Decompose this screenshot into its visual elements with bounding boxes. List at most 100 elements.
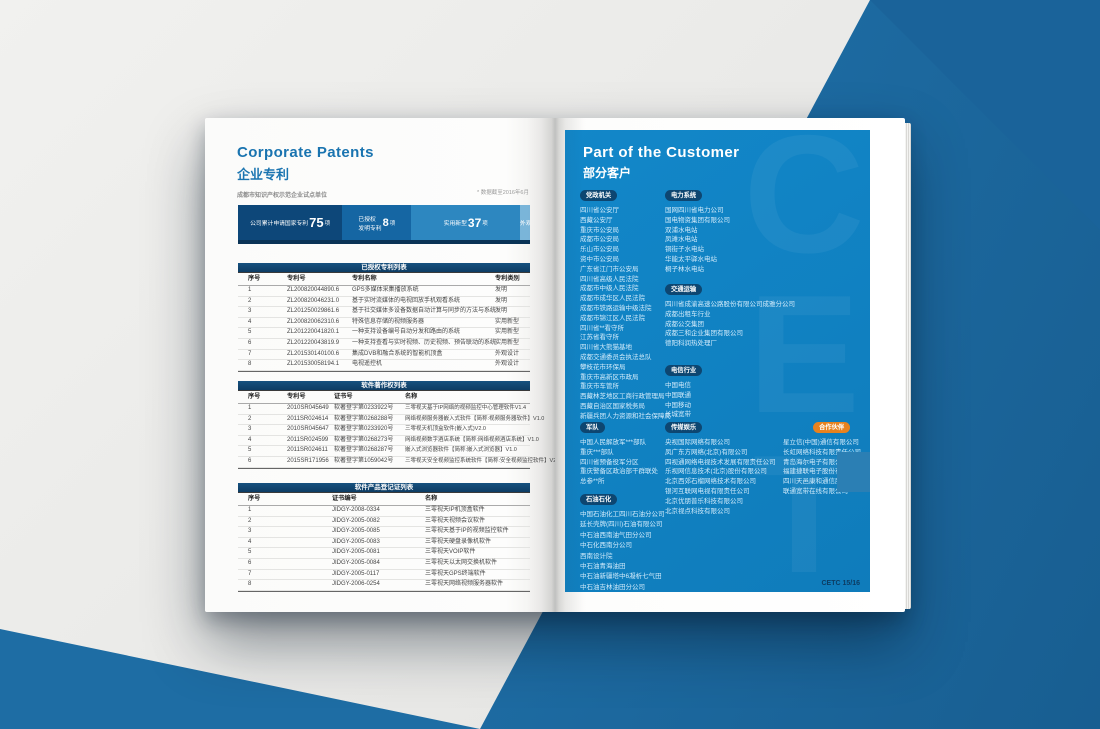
table-row: 6 2015SR171956 软著登字第1059042号 三零视天安全视频监控系… xyxy=(238,457,561,468)
cell-patent-no: ZL200820044890.6 xyxy=(287,287,340,293)
section-badge: 传媒娱乐 xyxy=(665,422,703,433)
list-item: 中石油吉林油田分公司 xyxy=(580,583,645,591)
table-row: 1 2010SR045649 软著登字第0233922号 三零视天基于IP网络的… xyxy=(238,404,530,415)
page-title-zh: 企业专利 xyxy=(237,167,290,182)
cell-cert-no: JIDGY-2006-0254 xyxy=(332,581,380,588)
table-row: 2 ZL200820046231.0 基于实时流媒体的电视回放手机观看系统 发明 xyxy=(238,297,530,308)
cell-software-name: 三零视天GPS终端软件 xyxy=(425,570,486,577)
cell-index: 3 xyxy=(248,528,252,535)
cell-index: 4 xyxy=(248,436,252,443)
list-item: 成都公交集团 xyxy=(665,320,704,328)
cell-index: 6 xyxy=(248,457,252,464)
customer-list: 央视国际网络有限公司 凤广东方网络(北京)有限公司 四视通网络电视技术发展有限责任公… xyxy=(665,438,776,516)
table-row: 8 JIDGY-2006-0254 三零视天网络视频服务器软件 xyxy=(238,580,530,591)
stat-value: 8 xyxy=(382,216,389,229)
table-title: 已授权专利列表 xyxy=(238,263,530,272)
list-item: 成都市铁路运输中级法院 xyxy=(580,304,652,312)
cell-index: 1 xyxy=(248,405,252,411)
cell-software-name: 三零视天基于IP的视频监控软件 xyxy=(425,528,509,535)
col-header: 名称 xyxy=(405,393,418,400)
list-item: 四川省高级人民法院 xyxy=(580,275,639,283)
cell-registration-no: 2010SR045647 xyxy=(287,426,329,433)
customer-section-partners: 合作伙伴 星立信(中国)通信有限公司 长虹网络科技有限责任公司 青岛海尔电子有限公司… xyxy=(783,416,870,497)
cell-index: 5 xyxy=(248,447,252,454)
section-badge: 交通运输 xyxy=(665,284,703,295)
cell-index: 3 xyxy=(248,426,252,433)
list-item: 延长壳牌(四川)石油有限公司 xyxy=(580,521,663,529)
stats-bar-shadow xyxy=(238,240,530,244)
list-item: 中国移动 xyxy=(665,401,691,409)
col-header: 序号 xyxy=(248,495,261,502)
left-page: Corporate Patents 企业专利 成都市知识产权示范企业试点单位 *… xyxy=(205,118,561,612)
cell-index: 1 xyxy=(248,287,252,293)
table-row: 5 ZL201220041820.1 一种支持设备编号自动分发和路由的系统 实用… xyxy=(238,328,530,339)
cell-cert-no: 软著登字第0268287号 xyxy=(334,447,394,454)
stat-label: 已授权 xyxy=(358,216,376,223)
customer-section-media: 传媒娱乐 央视国际网络有限公司 凤广东方网络(北京)有限公司 四视通网络电视技术发展… xyxy=(665,416,776,516)
customer-list: 星立信(中国)通信有限公司 长虹网络科技有限责任公司 青岛海尔电子有限公司 福建捷联电… xyxy=(783,438,870,497)
customer-list: 中国人民解放军***部队 重庆***部队 四川省预备役军分区 重庆警备区政治部干群联处… xyxy=(580,438,658,487)
list-item: 西藏林芝地区工商行政管理局 xyxy=(580,393,665,401)
footer-page-number: CETC 15/16 xyxy=(821,580,860,587)
cell-software-name: 嵌入式浏览器软件【简称:嵌入式浏览器】V1.0 xyxy=(405,447,517,454)
list-item: 长城宽带 xyxy=(665,411,691,419)
list-item: 北京西郊石榴网络技术有限公司 xyxy=(665,478,756,486)
col-header: 序号 xyxy=(248,393,261,400)
software-copyright-table: 软件著作权列表 序号 专利号 证书号 名称 1 2010SR045649 软著登… xyxy=(238,381,561,469)
list-item: 铜街子水电站 xyxy=(665,246,704,254)
cell-cert-no: 软著登字第0233922号 xyxy=(334,405,394,411)
stat-unit: 项 xyxy=(324,220,331,227)
list-item: 乐视网信息技术(北京)股份有限公司 xyxy=(665,468,767,476)
table-row: 7 JIDGY-2005-0117 三零视天GPS终端软件 xyxy=(238,570,530,581)
table-body: 1 2010SR045649 软著登字第0233922号 三零视天基于IP网络的… xyxy=(238,404,561,469)
watermark-letters: CETC xyxy=(710,130,870,592)
cell-patent-type: 发明 xyxy=(495,287,508,293)
list-item: 成都市中级人民法院 xyxy=(580,285,639,293)
cell-index: 8 xyxy=(248,581,252,588)
cell-software-name: 网络视频服务器嵌入式软件【简称:视频服务器软件】V1.0 xyxy=(405,415,545,422)
cell-index: 3 xyxy=(248,308,252,315)
list-item: 江苏省看守所 xyxy=(580,334,619,342)
data-cutoff-note: * 数据截至2016年6月 xyxy=(477,190,529,196)
cell-patent-no: ZL200820046231.0 xyxy=(287,297,340,304)
cell-software-name: 三零视天视频会议软件 xyxy=(425,517,486,524)
stat-label: 发明专利 xyxy=(358,225,382,232)
customer-section-army: 军队 中国人民解放军***部队 重庆***部队 四川省预备役军分区 重庆警备区政治部干… xyxy=(580,416,658,487)
list-item: 凤滩水电站 xyxy=(665,236,698,244)
cell-cert-no: 软著登字第0268273号 xyxy=(334,436,394,443)
cell-patent-type: 外观设计 xyxy=(495,350,520,357)
table-row: 1 JIDGY-2008-0334 三零视天IP机顶盒软件 xyxy=(238,506,530,517)
cell-index: 7 xyxy=(248,350,252,357)
stat-segment-design: 外观 5 项 xyxy=(520,205,530,240)
cell-cert-no: JIDGY-2005-0117 xyxy=(332,570,380,577)
customer-section-telecom: 电信行业 中国电信 中国联通 中国移动 长城宽带 xyxy=(665,359,703,420)
section-badge: 石油石化 xyxy=(580,494,618,505)
cell-software-name: 三零视天基于IP网络的视频监控中心管理软件V1.4 xyxy=(405,405,527,411)
cell-patent-name: 基于实时流媒体的电视回放手机观看系统 xyxy=(352,297,461,304)
cell-patent-no: ZL201530140100.6 xyxy=(287,350,340,357)
cell-patent-type: 实用新型 xyxy=(495,339,520,346)
customers-panel: CETC Part of the Customer 部分客户 党政机关 四川省公… xyxy=(565,130,870,592)
ribbon-decoration xyxy=(837,452,870,492)
stat-value: 75 xyxy=(309,215,324,230)
brochure-spread: Corporate Patents 企业专利 成都市知识产权示范企业试点单位 *… xyxy=(205,118,911,612)
stat-unit: 项 xyxy=(482,220,488,227)
list-item: 北京优朋普乐科技有限公司 xyxy=(665,497,743,505)
cell-registration-no: 2011SR024614 xyxy=(287,415,329,422)
table-row: 5 2011SR024611 软著登字第0268287号 嵌入式浏览器软件【简称… xyxy=(238,446,530,457)
list-item: 央视国际网络有限公司 xyxy=(665,439,730,446)
list-item: 重庆市高新区市政局 xyxy=(580,373,639,381)
cell-registration-no: 2015SR171956 xyxy=(287,457,329,464)
col-header: 序号 xyxy=(248,275,261,282)
customer-section-transport: 交通运输 四川省成渝高速公路股份有限公司成雅分公司 成都出租车行业 成都公交集团 成都… xyxy=(665,278,795,349)
granted-patents-table: 已授权专利列表 序号 专利号 专利名称 专利类别 1 ZL20082004489… xyxy=(238,263,530,372)
cell-cert-no: JIDGY-2005-0084 xyxy=(332,559,380,566)
cell-index: 2 xyxy=(248,517,252,524)
cell-cert-no: 软著登字第1059042号 xyxy=(334,457,394,464)
section-badge: 军队 xyxy=(580,422,605,433)
customer-section-power: 电力系统 国网四川省电力公司 国电物资集团有限公司 双浦水电站 凤滩水电站 铜街子水电站… xyxy=(665,184,730,275)
list-item: 四川省**看守所 xyxy=(580,324,625,332)
customer-list: 中国电信 中国联通 中国移动 长城宽带 xyxy=(665,381,702,420)
list-item: 中国联通 xyxy=(665,391,691,399)
cell-patent-name: 一种支持查看与实时视频、历史视频、预告联动的系统 xyxy=(352,339,497,346)
